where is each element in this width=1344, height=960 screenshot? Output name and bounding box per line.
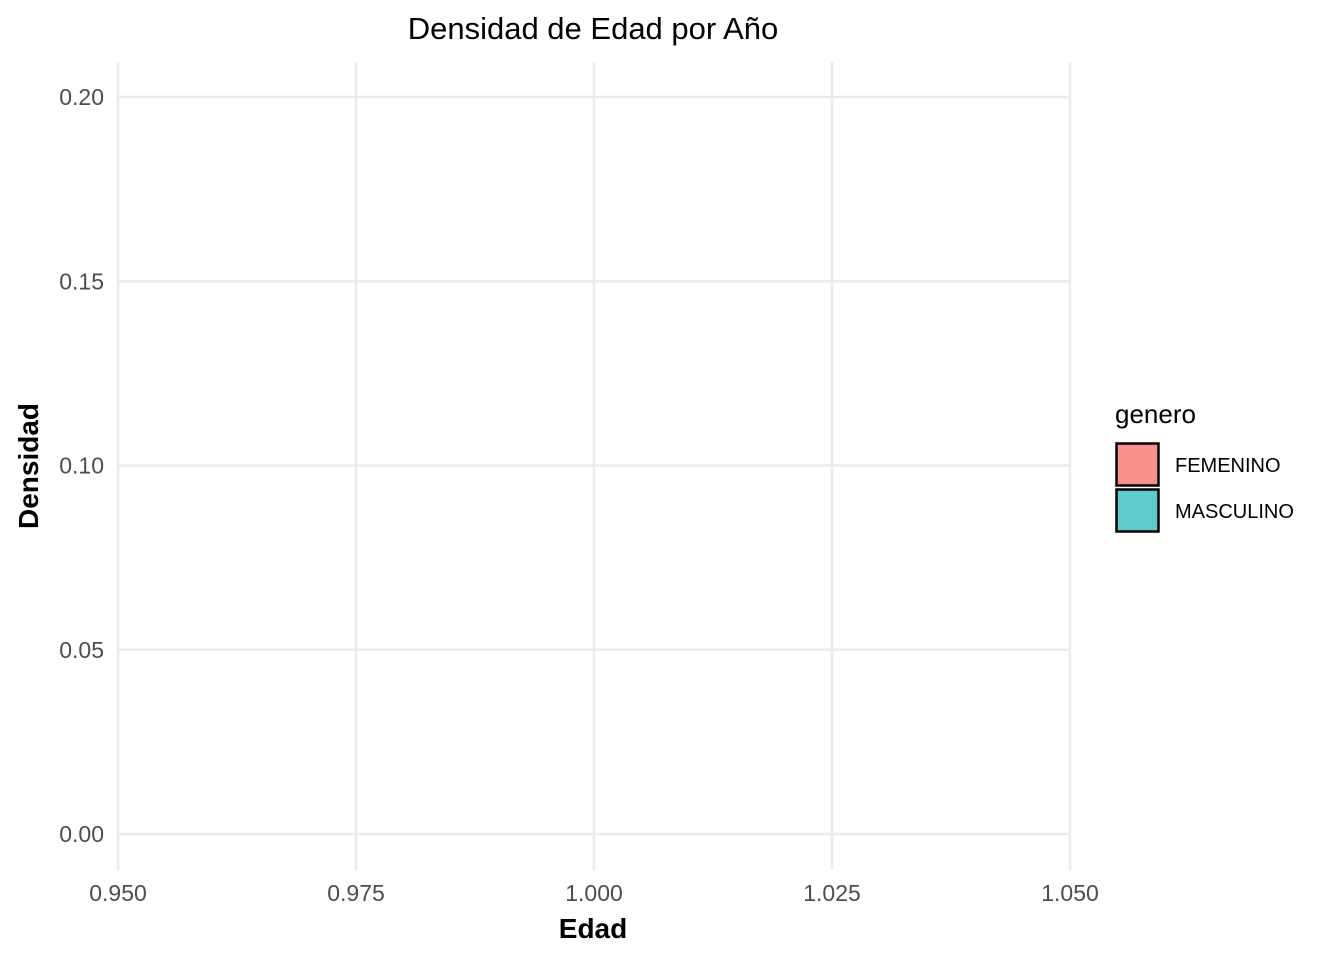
legend: genero FEMENINO MASCULINO <box>1115 399 1294 533</box>
y-axis-ticks: 0.00 0.05 0.10 0.15 0.20 <box>59 84 104 847</box>
legend-label-femenino: FEMENINO <box>1175 455 1281 477</box>
x-tick-label: 0.975 <box>327 880 385 906</box>
x-axis-ticks: 0.950 0.975 1.000 1.025 1.050 <box>89 880 1099 906</box>
y-tick-label: 0.20 <box>59 84 104 110</box>
x-axis-title: Edad <box>559 913 627 944</box>
y-tick-label: 0.15 <box>59 268 104 294</box>
legend-label-masculino: MASCULINO <box>1175 501 1294 523</box>
x-tick-label: 1.025 <box>803 880 861 906</box>
x-tick-label: 1.050 <box>1041 880 1099 906</box>
legend-swatch-masculino <box>1115 488 1160 533</box>
y-axis-title: Densidad <box>13 403 44 529</box>
chart-title: Densidad de Edad por Año <box>408 11 779 46</box>
legend-swatch-femenino <box>1115 442 1160 487</box>
grid <box>116 62 1072 870</box>
x-tick-label: 1.000 <box>565 880 623 906</box>
y-tick-label: 0.00 <box>59 821 104 847</box>
legend-title: genero <box>1115 399 1196 429</box>
x-tick-label: 0.950 <box>89 880 147 906</box>
y-tick-label: 0.10 <box>59 453 104 479</box>
y-tick-label: 0.05 <box>59 637 104 663</box>
